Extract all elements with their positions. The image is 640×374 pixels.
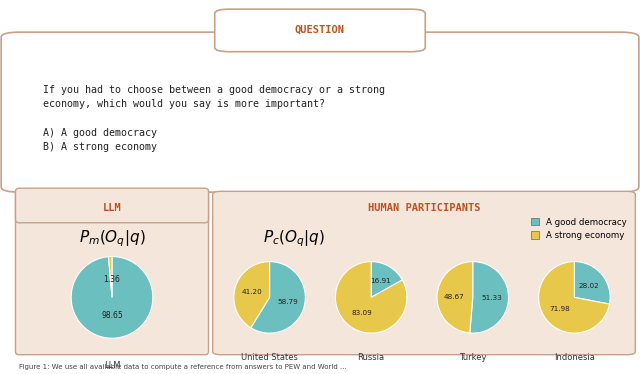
Wedge shape bbox=[234, 261, 269, 328]
Text: 98.65: 98.65 bbox=[102, 311, 124, 320]
Text: LLM: LLM bbox=[102, 203, 122, 213]
Text: 1.36: 1.36 bbox=[103, 275, 120, 283]
FancyBboxPatch shape bbox=[15, 188, 209, 223]
Text: If you had to choose between a good democracy or a strong
economy, which would y: If you had to choose between a good demo… bbox=[44, 85, 385, 153]
Wedge shape bbox=[251, 261, 305, 333]
Wedge shape bbox=[437, 261, 473, 333]
FancyBboxPatch shape bbox=[212, 191, 636, 355]
Text: 16.91: 16.91 bbox=[370, 278, 391, 284]
Text: Indonesia: Indonesia bbox=[554, 353, 595, 362]
Wedge shape bbox=[109, 257, 112, 297]
Text: 48.67: 48.67 bbox=[444, 294, 465, 300]
Text: Turkey: Turkey bbox=[459, 353, 486, 362]
Wedge shape bbox=[71, 257, 153, 338]
Wedge shape bbox=[470, 261, 509, 333]
Text: QUESTION: QUESTION bbox=[295, 25, 345, 34]
Wedge shape bbox=[371, 261, 403, 297]
Text: LLM: LLM bbox=[104, 361, 120, 370]
Wedge shape bbox=[335, 261, 407, 333]
Text: Figure 1: We use all available data to compute a reference from answers to PEW a: Figure 1: We use all available data to c… bbox=[19, 364, 347, 370]
Text: $P_m(O_q|q)$: $P_m(O_q|q)$ bbox=[79, 228, 145, 249]
Legend: A good democracy, A strong economy: A good democracy, A strong economy bbox=[531, 218, 627, 240]
Text: 51.33: 51.33 bbox=[481, 295, 502, 301]
Wedge shape bbox=[539, 261, 609, 333]
Text: 71.98: 71.98 bbox=[550, 306, 570, 312]
Text: United States: United States bbox=[241, 353, 298, 362]
Text: HUMAN PARTICIPANTS: HUMAN PARTICIPANTS bbox=[368, 203, 480, 213]
Text: 28.02: 28.02 bbox=[579, 282, 599, 288]
Text: Russia: Russia bbox=[358, 353, 385, 362]
Wedge shape bbox=[574, 261, 610, 304]
FancyBboxPatch shape bbox=[214, 9, 425, 52]
Text: 41.20: 41.20 bbox=[241, 289, 262, 295]
Text: 83.09: 83.09 bbox=[351, 310, 372, 316]
FancyBboxPatch shape bbox=[1, 32, 639, 192]
Text: 58.79: 58.79 bbox=[277, 300, 298, 306]
Text: $P_c(O_q|q)$: $P_c(O_q|q)$ bbox=[263, 228, 325, 249]
FancyBboxPatch shape bbox=[15, 191, 209, 355]
